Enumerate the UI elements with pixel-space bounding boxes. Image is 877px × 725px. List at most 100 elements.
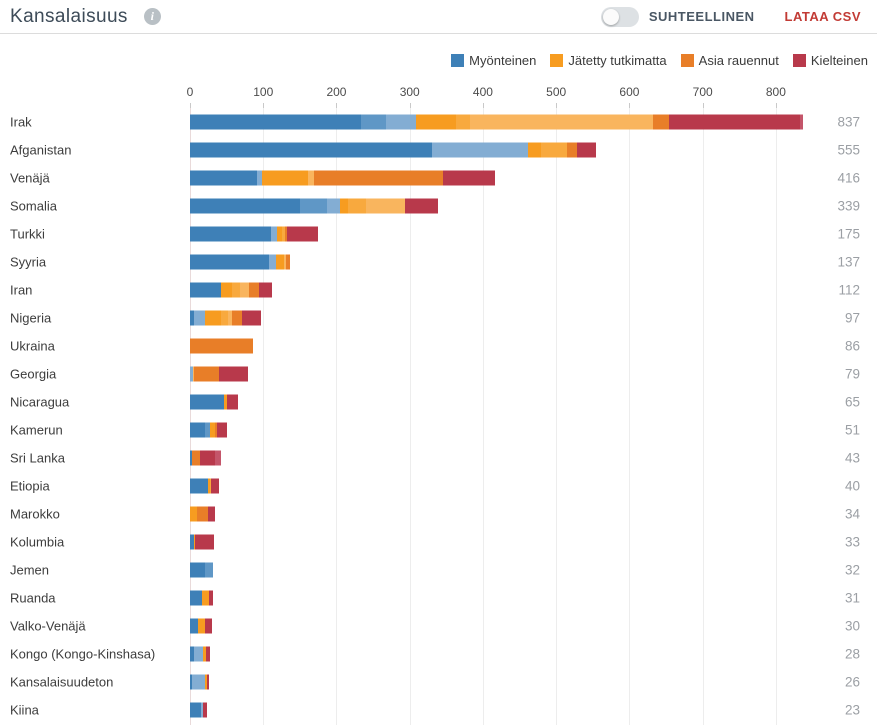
bar-segment bbox=[326, 198, 341, 214]
country-label: Kamerun bbox=[10, 422, 63, 438]
stacked-bar bbox=[190, 618, 212, 634]
stacked-bar bbox=[190, 506, 215, 522]
bar-segment bbox=[455, 114, 470, 130]
country-label: Iran bbox=[10, 282, 33, 298]
download-csv-link[interactable]: LATAA CSV bbox=[784, 9, 861, 24]
bar-segment bbox=[214, 422, 218, 438]
country-label: Ukraina bbox=[10, 338, 55, 354]
x-axis-tick-mark bbox=[629, 103, 631, 108]
bar-segment bbox=[443, 170, 495, 186]
bar-segment bbox=[209, 422, 215, 438]
relative-toggle[interactable] bbox=[600, 6, 639, 27]
gridline bbox=[556, 108, 558, 725]
chart-legend: Myönteinen Jätetty tutkimatta Asia rauennu… bbox=[451, 53, 868, 68]
x-axis-tick-mark bbox=[336, 103, 338, 108]
country-label: Valko-Venäjä bbox=[10, 618, 86, 634]
x-axis-tick-label: 0 bbox=[186, 85, 194, 99]
stacked-bar bbox=[190, 422, 228, 438]
bar-segment bbox=[190, 338, 253, 354]
table-row: Kolumbia 33 bbox=[0, 528, 877, 556]
bar-segment bbox=[281, 226, 286, 242]
country-label: Irak bbox=[10, 114, 32, 130]
bar-segment bbox=[194, 310, 206, 326]
country-label: Marokko bbox=[10, 506, 60, 522]
bar-segment bbox=[285, 226, 288, 242]
total-value: 137 bbox=[837, 254, 860, 270]
country-label: Nigeria bbox=[10, 310, 52, 326]
bar-segment bbox=[207, 478, 210, 494]
bar-segment bbox=[416, 114, 456, 130]
bar-segment bbox=[227, 394, 238, 410]
table-row: Ruanda 31 bbox=[0, 584, 877, 612]
bar-segment bbox=[190, 674, 193, 690]
y-axis-line bbox=[190, 108, 191, 725]
table-row: Valko-Venäjä 30 bbox=[0, 612, 877, 640]
total-value: 31 bbox=[844, 590, 860, 606]
bar-segment bbox=[190, 282, 221, 298]
x-axis-tick-mark bbox=[556, 103, 558, 108]
stacked-bar bbox=[190, 702, 207, 718]
bar-segment bbox=[277, 226, 282, 242]
x-axis-tick-label: 800 bbox=[765, 85, 786, 99]
legend-item-3[interactable]: Kielteinen bbox=[792, 53, 868, 68]
country-label: Turkki bbox=[10, 226, 45, 242]
country-label: Etiopia bbox=[10, 478, 50, 494]
total-value: 416 bbox=[837, 170, 860, 186]
bar-segment bbox=[205, 422, 210, 438]
total-value: 23 bbox=[844, 702, 860, 718]
x-axis-tick-mark bbox=[190, 103, 191, 108]
bar-segment bbox=[203, 702, 207, 718]
stacked-bar bbox=[190, 338, 253, 354]
total-value: 34 bbox=[844, 506, 860, 522]
toggle-knob-icon bbox=[602, 8, 619, 25]
country-label: Kongo (Kongo-Kinshasa) bbox=[10, 646, 156, 662]
bar-segment bbox=[239, 282, 249, 298]
x-axis-tick-label: 700 bbox=[692, 85, 713, 99]
x-axis-tick-mark bbox=[263, 103, 265, 108]
bar-segment bbox=[271, 226, 278, 242]
country-label: Nicaragua bbox=[10, 394, 70, 410]
bar-segment bbox=[269, 254, 276, 270]
legend-item-1[interactable]: Jätetty tutkimatta bbox=[550, 53, 667, 68]
total-value: 51 bbox=[844, 422, 860, 438]
x-axis-tick-label: 500 bbox=[546, 85, 567, 99]
bar-segment bbox=[196, 506, 208, 522]
table-row: Somalia 339 bbox=[0, 192, 877, 220]
bar-segment bbox=[203, 646, 207, 662]
legend-swatch-icon bbox=[680, 54, 694, 67]
bar-segment bbox=[190, 506, 197, 522]
bar-segment bbox=[190, 422, 206, 438]
bar-segment bbox=[231, 282, 240, 298]
total-value: 32 bbox=[844, 562, 860, 578]
bar-segment bbox=[190, 366, 193, 382]
country-label: Syyria bbox=[10, 254, 47, 270]
bar-segment bbox=[207, 506, 215, 522]
gridline bbox=[629, 108, 631, 725]
legend-label: Jätetty tutkimatta bbox=[568, 53, 667, 68]
bar-segment bbox=[287, 226, 319, 242]
legend-label: Asia rauennut bbox=[698, 53, 779, 68]
bar-segment bbox=[206, 674, 209, 690]
bar-segment bbox=[299, 198, 327, 214]
info-icon[interactable]: i bbox=[143, 8, 161, 25]
table-row: Nicaragua 65 bbox=[0, 388, 877, 416]
legend-swatch-icon bbox=[451, 54, 465, 67]
stacked-bar bbox=[190, 114, 803, 130]
bar-segment bbox=[205, 310, 221, 326]
x-axis-tick-label: 200 bbox=[326, 85, 347, 99]
bar-segment bbox=[800, 114, 803, 130]
bar-segment bbox=[261, 170, 308, 186]
bar-segment bbox=[194, 366, 220, 382]
legend-item-2[interactable]: Asia rauennut bbox=[680, 53, 779, 68]
legend-label: Myönteinen bbox=[469, 53, 537, 68]
table-row: Kongo (Kongo-Kinshasa) 28 bbox=[0, 640, 877, 668]
bar-segment bbox=[224, 394, 228, 410]
bar-segment bbox=[540, 142, 568, 158]
bar-segment bbox=[190, 226, 272, 242]
country-label: Sri Lanka bbox=[10, 450, 65, 466]
bar-segment bbox=[577, 142, 597, 158]
x-axis-tick-label: 100 bbox=[253, 85, 274, 99]
legend-item-0[interactable]: Myönteinen bbox=[451, 53, 536, 68]
bar-segment bbox=[204, 674, 207, 690]
bar-segment bbox=[258, 282, 272, 298]
